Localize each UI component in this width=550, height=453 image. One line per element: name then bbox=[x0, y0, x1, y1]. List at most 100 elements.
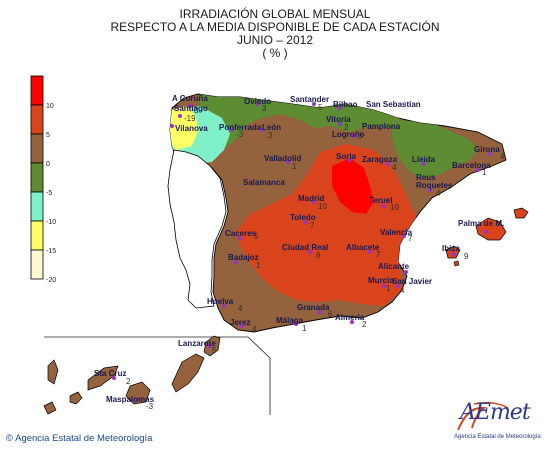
island-la-palma bbox=[47, 359, 59, 385]
station-teruel-value: 10 bbox=[390, 203, 399, 212]
station-malaga-value: 1 bbox=[302, 324, 307, 333]
dot-vitoria bbox=[338, 122, 342, 126]
station-santander-name: Santander bbox=[290, 95, 330, 104]
station-toledo-name: Toledo bbox=[290, 213, 316, 222]
station-soria-name: Soria bbox=[336, 152, 357, 161]
station-murcia-name: Murcia bbox=[368, 276, 394, 285]
dot-valladolid bbox=[286, 160, 290, 164]
station-roquetes-name: Roquetes bbox=[416, 181, 453, 190]
station-almeria-name: Almería bbox=[335, 313, 365, 322]
station-caceres-value: 5 bbox=[254, 232, 259, 241]
dot-oviedo bbox=[256, 102, 260, 106]
aemet-logo: AEmet Agencia Estatal de Meteorología bbox=[454, 400, 542, 446]
station-barcelona-name: Barcelona bbox=[452, 161, 491, 170]
station-vitoria-value: 2 bbox=[344, 123, 349, 132]
map-title: IRRADIACIÓN GLOBAL MENSUAL RESPECTO A LA… bbox=[60, 8, 490, 60]
station-palma-name: Palma de M. bbox=[458, 219, 505, 228]
dot-jerez bbox=[240, 324, 244, 328]
legend-swatch-6 bbox=[30, 249, 44, 280]
station-san-javier-value: 4 bbox=[400, 286, 405, 295]
station-girona-value: 4 bbox=[500, 152, 505, 161]
station-pamplona-name: Pamplona bbox=[362, 122, 401, 131]
station-teruel-name: Teruel bbox=[369, 196, 393, 205]
station-a-coruna-value: 3 bbox=[194, 106, 199, 115]
dot-alicante bbox=[404, 270, 408, 274]
dot-girona bbox=[488, 152, 492, 156]
dot-soria bbox=[348, 158, 352, 162]
station-leon-value: 3 bbox=[268, 131, 273, 140]
dot-logrono bbox=[352, 134, 356, 138]
station-ponferrada-name: Ponferrada bbox=[219, 123, 262, 132]
station-vilanova-name: Vilanova bbox=[175, 124, 208, 133]
dot-valencia bbox=[402, 234, 406, 238]
station-maspalomas-value: -3 bbox=[146, 402, 154, 411]
station-sta-cruz-name: Sta Cruz bbox=[94, 369, 127, 378]
dot-sta-cruz bbox=[112, 376, 116, 380]
dot-caceres bbox=[238, 236, 242, 240]
dot-san-javier bbox=[396, 284, 400, 288]
station-girona-name: Girona bbox=[474, 145, 500, 154]
station-huelva-value: 4 bbox=[238, 304, 243, 313]
dot-almeria bbox=[350, 320, 354, 324]
dot-palma bbox=[484, 230, 488, 234]
station-madrid-value: 10 bbox=[318, 202, 327, 211]
island-mallorca bbox=[475, 217, 507, 241]
island-gran-canaria bbox=[125, 381, 151, 405]
station-vitoria-name: Vitoria bbox=[326, 115, 351, 124]
dot-huelva bbox=[222, 304, 226, 308]
dot-albacete bbox=[368, 250, 372, 254]
station-granada-value: 6 bbox=[328, 310, 333, 319]
color-legend: 10 5 0 -5 -10 -15 -20 bbox=[30, 75, 56, 284]
station-oviedo-name: Oviedo bbox=[244, 97, 272, 106]
logo-swoosh-icon bbox=[457, 401, 509, 431]
dot-santiago bbox=[178, 114, 182, 118]
dot-barcelona bbox=[476, 168, 480, 172]
title-line-3: JUNIO – 2012 bbox=[236, 33, 314, 47]
title-line-2: RESPECTO A LA MEDIA DISPONIBLE DE CADA E… bbox=[110, 20, 440, 34]
island-ibiza bbox=[445, 245, 461, 259]
station-valencia-value: 7 bbox=[408, 234, 413, 243]
station-albacete-name: Albacete bbox=[346, 243, 380, 252]
legend-label-4: -10 bbox=[46, 219, 56, 226]
dot-murcia bbox=[382, 284, 386, 288]
dot-teruel bbox=[382, 204, 386, 208]
station-badajoz-name: Badajoz bbox=[228, 253, 259, 262]
station-ciudad-real-value: 8 bbox=[316, 251, 321, 260]
dot-a-coruna bbox=[188, 104, 192, 108]
dot-ciudad-real bbox=[308, 250, 312, 254]
title-line-4: ( % ) bbox=[262, 46, 288, 60]
station-oviedo-value: 3 bbox=[262, 104, 267, 113]
station-toledo-value: 7 bbox=[310, 221, 315, 230]
zone-northeast-green bbox=[392, 120, 478, 178]
inset-frame bbox=[44, 336, 271, 415]
dot-zaragoza bbox=[386, 162, 390, 166]
legend-label-6: -20 bbox=[46, 277, 56, 284]
island-menorca bbox=[513, 207, 529, 219]
legend-label-1: 5 bbox=[46, 132, 50, 139]
station-logrono-value: 0 bbox=[358, 132, 363, 141]
station-badajoz-value: 1 bbox=[256, 261, 261, 270]
station-almeria-value: 2 bbox=[362, 320, 367, 329]
station-san-sebastian-name: San Sebastian bbox=[366, 100, 421, 109]
station-ibiza-name: Ibiza bbox=[442, 244, 460, 253]
island-formentera bbox=[453, 260, 460, 267]
portugal bbox=[167, 149, 227, 309]
station-salamanca-name: Salamanca bbox=[243, 178, 285, 187]
station-granada-name: Granada bbox=[297, 303, 330, 312]
island-la-gomera bbox=[69, 391, 83, 405]
island-el-hierro bbox=[43, 401, 57, 415]
station-dots bbox=[112, 102, 492, 402]
zone-galicia-yellow bbox=[170, 106, 198, 150]
dot-lanzarote bbox=[208, 344, 212, 348]
zone-core-red bbox=[332, 158, 374, 214]
station-sta-cruz-value: 2 bbox=[126, 377, 131, 386]
station-zaragoza-value: 4 bbox=[392, 163, 397, 172]
station-jerez-name: Jerez bbox=[230, 318, 251, 327]
zone-center-orange bbox=[236, 144, 420, 306]
station-alicante-name: Alicante bbox=[378, 262, 410, 271]
legend-label-0: 10 bbox=[46, 103, 54, 110]
legend-label-5: -15 bbox=[46, 248, 56, 255]
dot-vilanova bbox=[170, 124, 174, 128]
dot-badajoz bbox=[234, 260, 238, 264]
